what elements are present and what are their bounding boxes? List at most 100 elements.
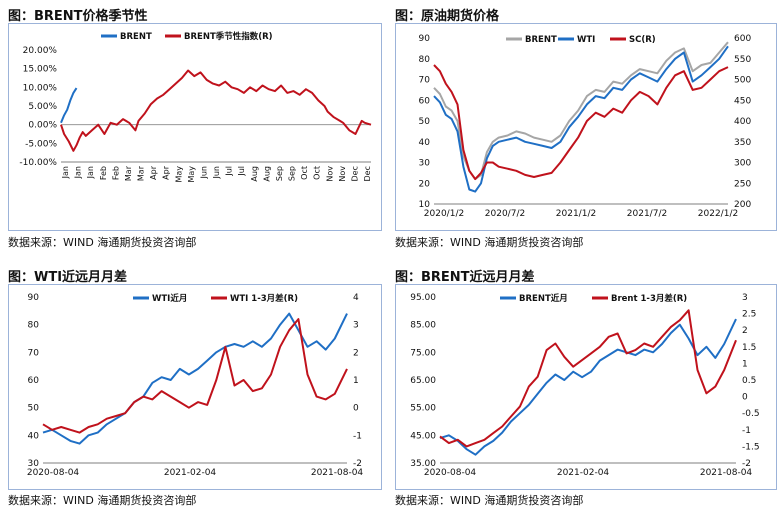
- y2-tick-label: 450: [734, 96, 751, 106]
- y-tick-label: 20.00%: [23, 46, 58, 56]
- y2-tick-label: 4: [353, 293, 359, 303]
- chart-crude-futures: 90 80 70 60 50 40 30 20 10 600 550 500 450 400 350 300 2…: [419, 34, 752, 219]
- y2-tick-label: 3: [742, 293, 748, 303]
- legend-label: WTI近月: [152, 293, 187, 304]
- x-tick-label: Aug: [250, 166, 259, 182]
- y-tick-label: 70: [419, 76, 431, 86]
- legend-label: Brent 1-3月差(R): [611, 293, 687, 304]
- y2-tick-label: 1: [353, 376, 359, 386]
- chart-frame: 20.00% 15.00% 10.00% 5.00% 0.00% -5.00% -10.00…: [8, 23, 382, 231]
- series-line: [60, 87, 78, 124]
- y2-tick-label: 3: [353, 321, 359, 331]
- y-tick-label: 10: [419, 200, 431, 210]
- x-tick-label: May: [174, 166, 183, 183]
- series-line: [433, 64, 729, 181]
- x-tick-label: Jun: [212, 166, 221, 180]
- y2-tick-label: -0.5: [742, 409, 760, 419]
- series-line: [439, 309, 737, 448]
- y-tick-label: 90: [419, 34, 431, 44]
- chart-frame: 90 80 70 60 50 40 30 4 3 2 1 0 -1 -2 2020-08-04 2021-02…: [8, 284, 382, 490]
- y-tick-label: 75.00: [410, 348, 436, 358]
- x-tick-label: 2020-08-04: [27, 468, 80, 478]
- legend-label: WTI 1-3月差(R): [230, 293, 298, 304]
- x-tick-label: Jul: [237, 166, 246, 177]
- y2-tick-label: 500: [734, 76, 751, 86]
- y2-tick-label: 0: [742, 393, 748, 403]
- y-tick-label: 50: [28, 404, 40, 414]
- x-tick-label: Jan: [86, 166, 95, 179]
- x-tick-label: 2021-08-04: [311, 468, 364, 478]
- source-note: 数据来源：WIND 海通期货投资咨询部: [8, 494, 197, 507]
- x-tick-label: Dec: [363, 166, 372, 181]
- y2-tick-label: -1.5: [742, 442, 760, 452]
- panel-title: 图：BRENT价格季节性: [8, 9, 148, 24]
- x-tick-label: May: [187, 166, 196, 183]
- y2-tick-label: 550: [734, 55, 751, 65]
- panel-title: 图：WTI近远月月差: [8, 270, 128, 285]
- legend-label: BRENT: [525, 35, 557, 45]
- y-tick-label: 30: [419, 159, 431, 169]
- y2-tick-label: 600: [734, 34, 751, 44]
- y-tick-label: 70: [28, 348, 40, 358]
- legend-label: BRENT: [120, 32, 152, 42]
- y-tick-label: 65.00: [410, 376, 436, 386]
- y-tick-label: 50: [419, 117, 431, 127]
- y2-tick-label: 1.5: [742, 343, 756, 353]
- y-tick-label: 90: [28, 293, 40, 303]
- source-note: 数据来源：WIND 海通期货投资咨询部: [395, 236, 584, 249]
- x-tick-label: 2020-08-04: [424, 468, 477, 478]
- y-tick-label: 40: [419, 138, 431, 148]
- y-tick-label: 45.00: [410, 431, 436, 441]
- y-tick-label: 60: [419, 96, 431, 106]
- x-tick-label: Nov: [325, 166, 334, 182]
- y2-tick-label: -2: [353, 459, 362, 469]
- y2-tick-label: -2: [742, 459, 751, 469]
- y-tick-label: 10.00%: [23, 83, 58, 93]
- x-tick-label: Jan: [74, 166, 83, 179]
- panel-wti-spread: 图：WTI近远月月差 90 80 70 60 50 40 30 4 3 2 1 0 -1 -2 2020-0…: [8, 266, 383, 510]
- legend-label: SC(R): [629, 35, 656, 45]
- y-tick-label: 20: [419, 179, 431, 189]
- y-tick-label: 95.00: [410, 293, 436, 303]
- x-tick-label: Sep: [288, 166, 297, 181]
- y-tick-label: 35.00: [410, 459, 436, 469]
- panel-crude-futures: 图：原油期货价格 90 80 70 60 50 40 30 20 10 600 550 500 450 4…: [395, 5, 780, 255]
- series-line: [433, 45, 729, 193]
- y-tick-label: 80: [419, 55, 431, 65]
- y2-tick-label: 350: [734, 138, 751, 148]
- legend-label: BRENT近月: [519, 293, 568, 304]
- y2-tick-label: 400: [734, 117, 751, 127]
- legend-label: BRENT季节性指数(R): [184, 31, 273, 42]
- y-tick-label: 85.00: [410, 321, 436, 331]
- y-tick-label: 60: [28, 376, 40, 386]
- source-note: 数据来源：WIND 海通期货投资咨询部: [395, 494, 584, 507]
- x-tick-label: Jul: [225, 166, 234, 177]
- y-tick-label: -5.00%: [25, 139, 57, 149]
- x-tick-label: 2020/1/2: [424, 209, 464, 219]
- y-tick-label: 40: [28, 431, 40, 441]
- x-tick-label: Nov: [338, 166, 347, 182]
- series-line: [42, 318, 348, 434]
- series-line: [60, 69, 372, 152]
- y2-tick-label: 2: [353, 348, 359, 358]
- x-tick-label: Mar: [137, 165, 146, 181]
- panel-brent-spread: 图：BRENT近远月月差 95.00 85.00 75.00 65.00 55.00 45…: [395, 266, 780, 510]
- series-line: [439, 318, 737, 456]
- x-tick-label: Aug: [262, 166, 271, 182]
- x-tick-label: Apr: [162, 165, 171, 180]
- source-note: 数据来源：WIND 海通期货投资咨询部: [8, 236, 197, 249]
- x-tick-label: Feb: [111, 166, 120, 180]
- chart-wti-spread: 90 80 70 60 50 40 30 4 3 2 1 0 -1 -2 2020-08-04 2021-02…: [27, 293, 364, 478]
- y-tick-label: -10.00%: [19, 158, 57, 168]
- chart-frame: 90 80 70 60 50 40 30 20 10 600 550 500 450 400 350 300 2…: [395, 23, 777, 231]
- x-tick-label: 2021-02-04: [164, 468, 217, 478]
- series-line: [42, 312, 348, 445]
- panel-brent-seasonality: 图：BRENT价格季节性 20.00% 15.00% 10.00% 5.00% 0.00…: [8, 5, 383, 255]
- y2-tick-label: 0.5: [742, 376, 756, 386]
- x-tick-label: Mar: [124, 165, 133, 181]
- y2-tick-label: 2: [742, 326, 748, 336]
- x-tick-label: 2022/1/2: [698, 209, 738, 219]
- x-tick-label: Oct: [300, 166, 309, 180]
- y2-tick-label: 300: [734, 159, 751, 169]
- y-tick-label: 5.00%: [28, 102, 57, 112]
